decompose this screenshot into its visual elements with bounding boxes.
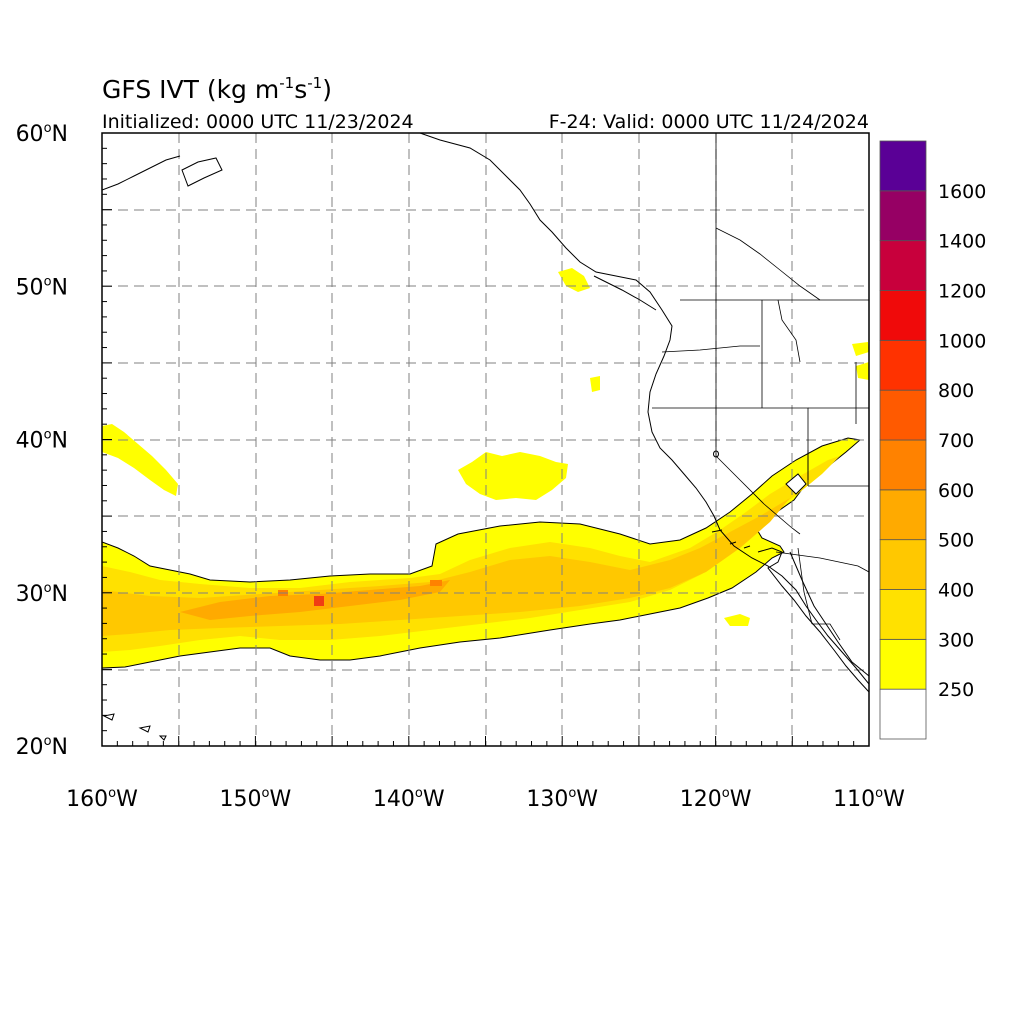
figure-title: GFS IVT (kg m-1s-1) <box>102 74 332 104</box>
colorbar-label-300: 300 <box>938 629 974 651</box>
colorbar-bin-1600 <box>879 140 927 192</box>
salton-sea <box>785 473 807 495</box>
colorbar-bin-800 <box>879 339 927 391</box>
ivt-region-northwest <box>102 424 178 496</box>
ivt-patch-east <box>852 342 869 356</box>
colorbar-bin-1000 <box>879 290 927 341</box>
initialized-label: Initialized: 0000 UTC 11/23/2024 <box>102 111 414 133</box>
lon-label-160: 160oW <box>66 786 138 812</box>
lat-label-30: 30oN <box>16 581 68 607</box>
colorbar-bin-1400 <box>879 190 927 242</box>
colorbar-bin-300 <box>879 589 927 640</box>
map-panel <box>102 133 869 746</box>
colorbar-label-250: 250 <box>938 679 974 701</box>
colorbar-label-800: 800 <box>938 380 974 402</box>
ivt-patch-small <box>590 376 600 392</box>
colorbar-label-1600: 1600 <box>938 181 986 203</box>
colorbar-label-700: 700 <box>938 430 974 452</box>
ivt-patch-south <box>724 614 750 626</box>
colorbar-bin-400 <box>879 539 927 590</box>
axis-ticks <box>101 132 870 747</box>
longitude-labels: 160oW 150oW 140oW 130oW 120oW 110oW <box>66 786 905 812</box>
lat-label-60: 60oN <box>16 121 68 147</box>
ivt-patch-east2 <box>856 362 869 380</box>
lake-mark <box>713 450 719 458</box>
lat-label-20: 20oN <box>16 734 68 760</box>
lon-label-120: 120oW <box>680 786 752 812</box>
ivt-max-spot-3 <box>430 580 442 586</box>
political-borders <box>652 133 869 641</box>
colorbar-bin-1200 <box>879 240 927 291</box>
lon-label-130: 130oW <box>526 786 598 812</box>
colorbar-label-600: 600 <box>938 480 974 502</box>
colorbar-bin-700 <box>879 389 927 441</box>
lat-label-50: 50oN <box>16 274 68 300</box>
colorbar-label-1200: 1200 <box>938 281 986 303</box>
colorbar-label-1000: 1000 <box>938 330 986 352</box>
colorbar: 250 300 400 500 600 700 800 1000 1200 1400 1600 <box>879 140 986 740</box>
valid-time-label: F-24: Valid: 0000 UTC 11/24/2024 <box>549 111 869 133</box>
lon-label-140: 140oW <box>373 786 445 812</box>
colorbar-label-500: 500 <box>938 530 974 552</box>
lat-label-40: 40oN <box>16 428 68 454</box>
lon-label-150: 150oW <box>220 786 292 812</box>
ivt-max-spot <box>314 596 324 606</box>
colorbar-bin-below <box>879 688 927 740</box>
colorbar-label-400: 400 <box>938 580 974 602</box>
colorbar-bin-250 <box>879 638 927 690</box>
colorbar-label-1400: 1400 <box>938 231 986 253</box>
colorbar-bin-600 <box>879 439 927 491</box>
latitude-labels: 60oN 50oN 40oN 30oN 20oN <box>16 121 68 760</box>
colorbar-bin-500 <box>879 489 927 541</box>
lon-label-110: 110oW <box>833 786 905 812</box>
